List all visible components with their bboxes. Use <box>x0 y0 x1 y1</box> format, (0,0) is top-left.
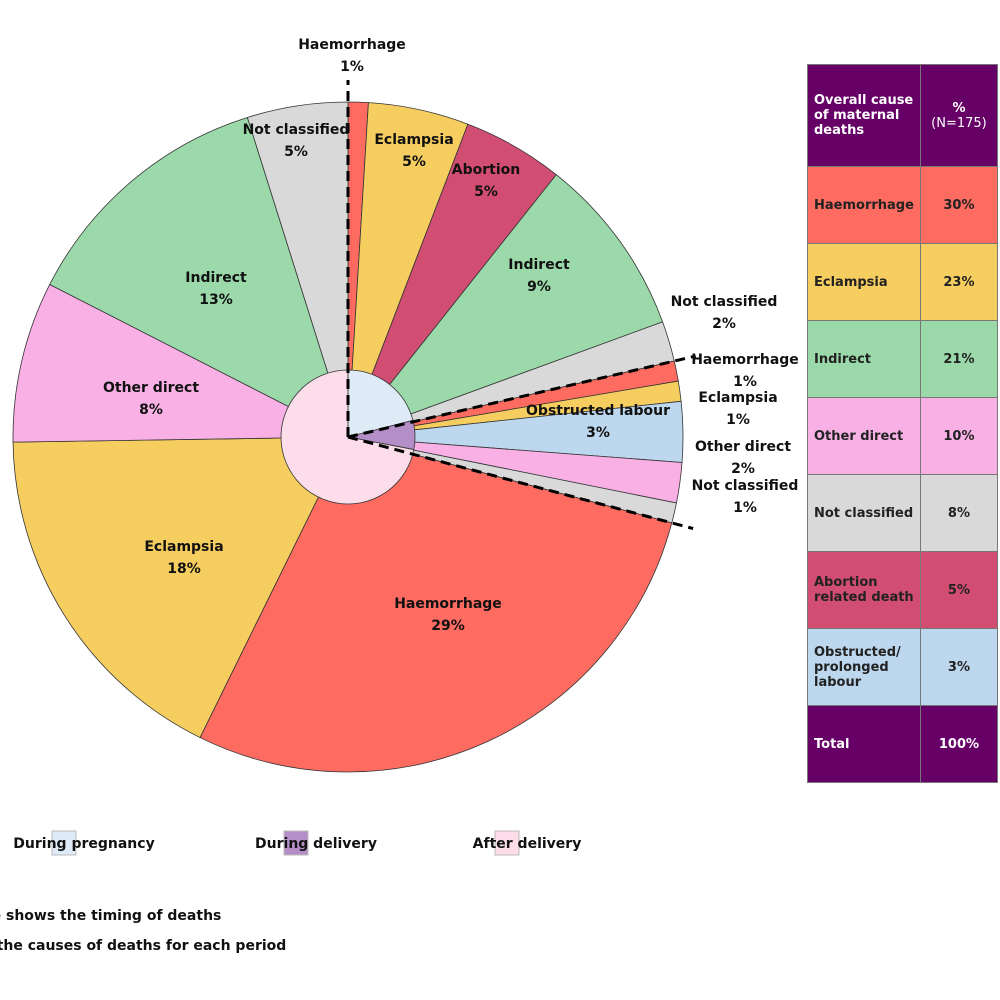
legend-swatch <box>494 830 520 856</box>
legend-label: After delivery <box>473 836 582 852</box>
inner-segment <box>347 369 414 438</box>
segment-label: Indirect <box>185 270 247 286</box>
table-row: Other direct 10% <box>807 397 999 475</box>
table-cause: Obstructed/ prolonged labour <box>807 628 921 706</box>
outer-segment <box>246 101 349 438</box>
table-cause: Not classified <box>807 474 921 552</box>
segment-label: Other direct <box>695 439 791 455</box>
legend-label: During pregnancy <box>13 836 154 852</box>
segment-label: Not classified <box>671 294 778 310</box>
table-row: Total 100% <box>807 705 999 783</box>
table-cause: Other direct <box>807 397 921 475</box>
table-cause: Eclampsia <box>807 243 921 321</box>
segment-label: Haemorrhage <box>298 37 406 53</box>
outer-segment <box>199 436 673 773</box>
segment-value: 5% <box>284 144 308 160</box>
note: The outer circle shows the causes of dea… <box>0 938 286 954</box>
segment-label: Eclampsia <box>144 539 223 555</box>
legend-label: During delivery <box>255 836 377 852</box>
legend-swatch <box>283 830 309 856</box>
header-percent: % (N=175) <box>919 64 999 167</box>
table-percent: 8% <box>919 474 999 552</box>
table-header: Overall cause of maternal deaths % (N=175… <box>807 64 999 167</box>
table-percent: 21% <box>919 320 999 398</box>
table-percent: 30% <box>919 166 999 244</box>
table-row: Obstructed/ prolonged labour 3% <box>807 628 999 706</box>
segment-label: Eclampsia <box>698 390 777 406</box>
legend-swatch <box>51 830 77 856</box>
table-cause: Abortion related death <box>807 551 921 629</box>
table-cause: Haemorrhage <box>807 166 921 244</box>
table-cause: Total <box>807 705 921 783</box>
segment-value: 8% <box>139 402 163 418</box>
table-percent: 100% <box>919 705 999 783</box>
outer-segment <box>12 436 349 739</box>
segment-value: 9% <box>527 279 551 295</box>
table-row: Not classified 8% <box>807 474 999 552</box>
group-boundary <box>347 435 694 530</box>
table-percent: 3% <box>919 628 999 706</box>
segment-value: 2% <box>712 316 736 332</box>
header-pct: % <box>952 100 966 116</box>
table-row: Abortion related death 5% <box>807 551 999 629</box>
outer-segment <box>49 116 349 438</box>
segment-value: 1% <box>733 374 757 390</box>
segment-value: 1% <box>726 412 750 428</box>
segment-value: 3% <box>586 425 610 441</box>
segment-value: 5% <box>474 184 498 200</box>
segment-label: Other direct <box>103 380 199 396</box>
outer-segment <box>12 283 349 443</box>
outer-segment <box>346 174 664 438</box>
segment-value: 2% <box>731 461 755 477</box>
segment-label: Obstructed labour <box>526 403 670 419</box>
segment-value: 18% <box>167 561 201 577</box>
group-boundary <box>347 354 697 439</box>
table-cause: Indirect <box>807 320 921 398</box>
table-row: Indirect 21% <box>807 320 999 398</box>
note: The inner circle shows the timing of dea… <box>0 908 221 924</box>
table-row: Haemorrhage 30% <box>807 166 999 244</box>
segment-value: 1% <box>733 500 757 516</box>
table-percent: 10% <box>919 397 999 475</box>
table-percent: 23% <box>919 243 999 321</box>
segment-value: 1% <box>340 59 364 75</box>
segment-label: Haemorrhage <box>394 596 502 612</box>
segment-label: Abortion <box>452 162 520 178</box>
segment-label: Not classified <box>243 122 350 138</box>
header-cause: Overall cause of maternal deaths <box>807 64 921 167</box>
segment-label: Haemorrhage <box>691 352 799 368</box>
segment-value: 5% <box>402 154 426 170</box>
segment-value: 13% <box>199 292 233 308</box>
segment-value: 29% <box>431 618 465 634</box>
summary-table: Overall cause of maternal deaths % (N=175… <box>807 64 999 783</box>
segment-label: Indirect <box>508 257 570 273</box>
header-n: (N=175) <box>931 115 987 131</box>
segment-label: Not classified <box>692 478 799 494</box>
table-row: Eclampsia 23% <box>807 243 999 321</box>
table-percent: 5% <box>919 551 999 629</box>
segment-label: Eclampsia <box>374 132 453 148</box>
